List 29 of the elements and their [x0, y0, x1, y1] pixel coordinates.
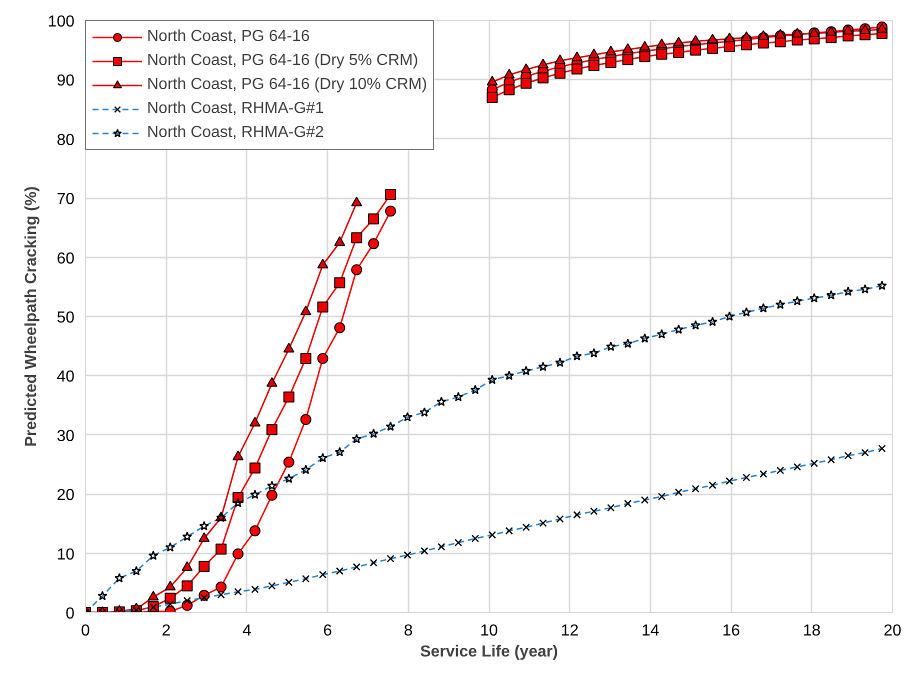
x-tick-label: 6 — [323, 622, 332, 640]
x-tick-label: 2 — [162, 622, 171, 640]
y-tick-label: 100 — [48, 14, 75, 30]
x-tick-label: 16 — [722, 622, 740, 640]
y-tick-label: 20 — [56, 487, 75, 504]
legend-label: North Coast, PG 64-16 — [147, 28, 310, 46]
legend-label: North Coast, PG 64-16 (Dry 5% CRM) — [147, 52, 418, 70]
x-tick-label: 20 — [884, 622, 902, 640]
y-tick-label: 50 — [56, 310, 75, 326]
x-tick-label: 14 — [642, 622, 660, 640]
x-tick-label: 12 — [560, 622, 579, 640]
y-tick-label: 30 — [56, 428, 75, 445]
y-tick-label: 70 — [56, 191, 75, 208]
y-axis-title: Predicted Wheelpath Cracking (%) — [22, 186, 40, 447]
y-tick-label: 10 — [56, 546, 75, 564]
y-tick-label: 40 — [56, 368, 75, 386]
y-tick-label: 90 — [56, 72, 75, 90]
x-tick-label: 0 — [81, 622, 90, 640]
y-tick-label: 80 — [56, 132, 75, 149]
x-tick-label: 18 — [802, 622, 821, 640]
y-tick-label: 60 — [56, 250, 75, 268]
legend-label: North Coast, RHMA-G#1 — [147, 100, 324, 118]
x-tick-label: 8 — [404, 622, 413, 640]
x-axis-title: Service Life (year) — [420, 644, 558, 660]
x-tick-label: 4 — [242, 622, 252, 640]
x-tick-label: 10 — [480, 622, 498, 640]
legend-label: North Coast, PG 64-16 (Dry 10% CRM) — [147, 76, 428, 94]
legend-label: North Coast, RHMA-G#2 — [147, 124, 324, 142]
y-tick-label: 0 — [66, 606, 75, 622]
